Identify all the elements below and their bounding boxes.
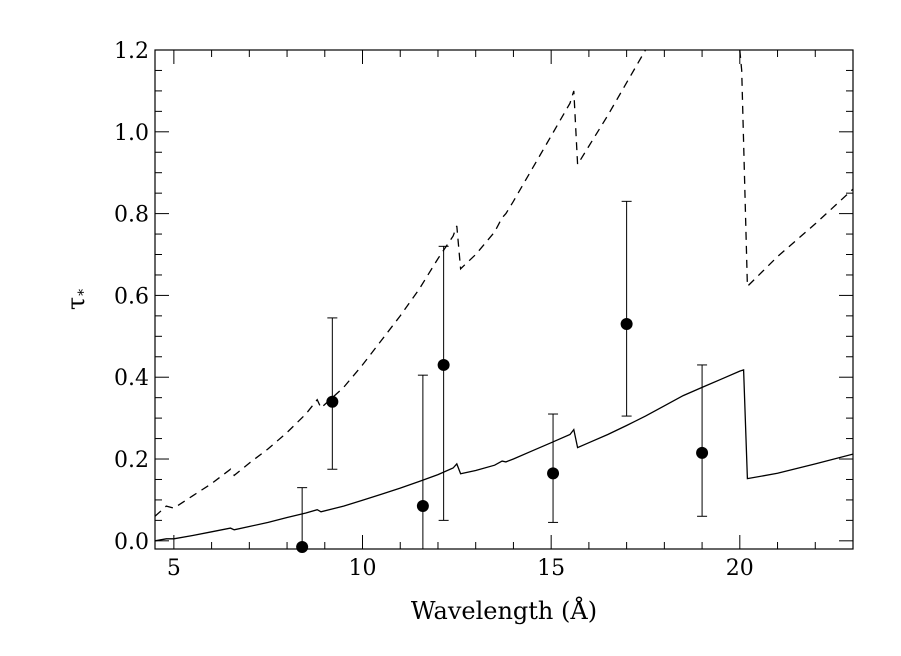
y-axis-title: τ* [62, 289, 92, 310]
data-point [296, 540, 309, 553]
data-point [620, 318, 633, 331]
y-axis-title-subscript: * [76, 289, 92, 296]
x-tick-label: 15 [537, 556, 565, 581]
series-line-dashed-2 [739, 50, 853, 288]
data-point [437, 358, 450, 371]
x-axis: 5 10 15 20 [167, 50, 854, 581]
y-axis-title-main: τ [62, 297, 90, 310]
y-tick-label: 1.2 [114, 39, 149, 64]
y-tick-label: 0.2 [114, 448, 149, 473]
points-layer [296, 200, 709, 553]
x-tick-label: 5 [167, 556, 181, 581]
x-tick-label: 20 [726, 556, 754, 581]
y-axis: 0.0 0.2 0.4 0.6 0.8 1.0 1.2 [114, 39, 853, 555]
data-point [326, 395, 339, 408]
x-axis-title: Wavelength (Å) [411, 596, 597, 625]
data-point [696, 446, 709, 459]
y-tick-label: 0.8 [114, 203, 149, 228]
y-tick-label: 0.0 [114, 530, 149, 555]
y-tick-label: 1.0 [114, 121, 149, 146]
series-line-dashed-1 [155, 50, 647, 517]
data-point [416, 500, 429, 513]
y-tick-label: 0.4 [114, 366, 149, 391]
series-line-solid-0 [155, 369, 853, 542]
y-tick-label: 0.6 [114, 284, 149, 309]
data-point [547, 467, 560, 480]
plot-frame [154, 49, 854, 550]
x-tick-label: 10 [349, 556, 377, 581]
series-layer [155, 50, 853, 542]
